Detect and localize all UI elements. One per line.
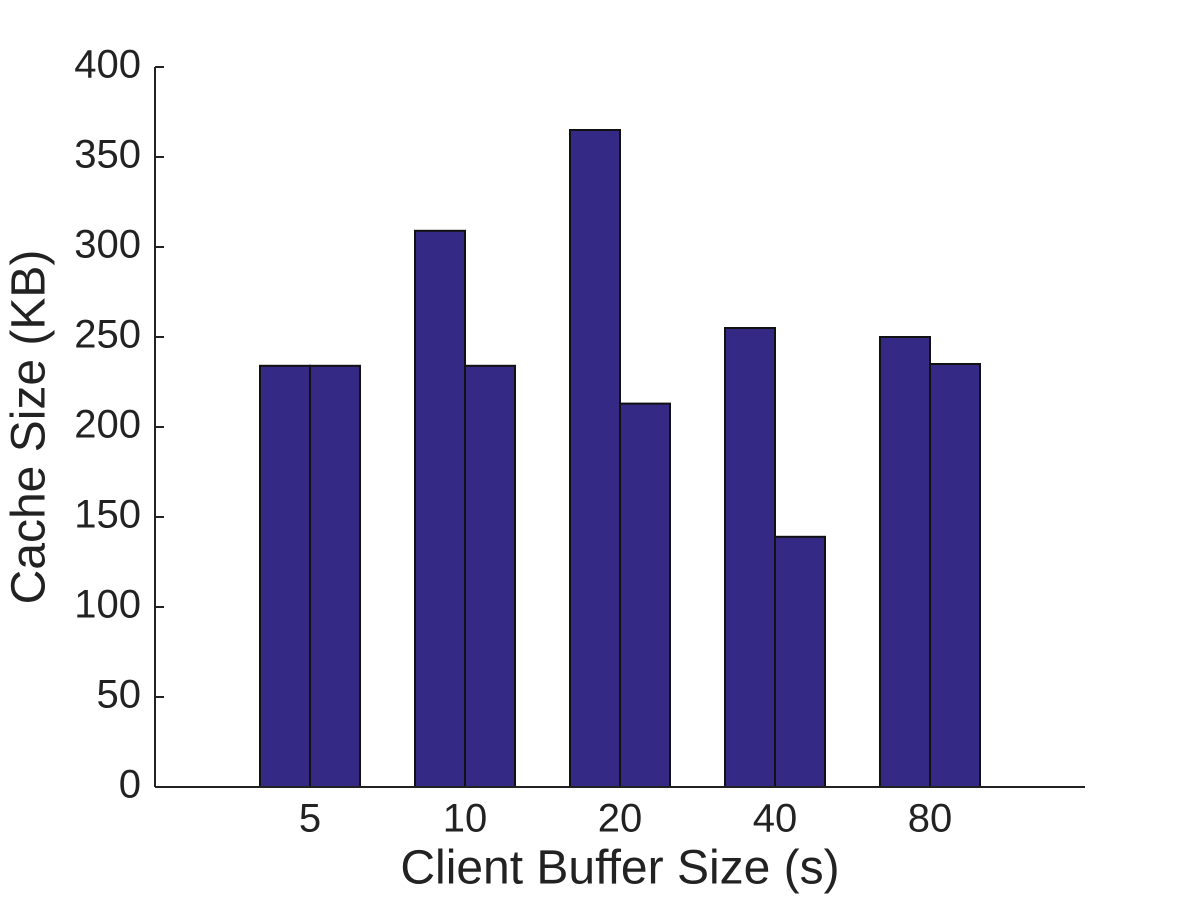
x-tick-label: 10 (443, 797, 488, 841)
bar (569, 129, 621, 788)
x-tick-label: 5 (299, 797, 321, 841)
y-tick-label: 300 (74, 223, 141, 267)
y-tick-label: 150 (74, 493, 141, 537)
y-tick-label: 0 (119, 763, 141, 807)
x-axis-label: Client Buffer Size (s) (400, 842, 839, 895)
bar (414, 229, 466, 789)
y-tick-label: 350 (74, 133, 141, 177)
y-tick-label: 50 (97, 673, 142, 717)
bar (464, 364, 516, 788)
bar (619, 402, 671, 788)
bar (724, 327, 776, 788)
y-tick-label: 400 (74, 43, 141, 87)
bar (259, 364, 311, 788)
y-tick-label: 250 (74, 313, 141, 357)
bar (309, 364, 361, 788)
x-tick-label: 40 (753, 797, 798, 841)
bar (929, 363, 981, 788)
x-tick-label: 80 (908, 797, 953, 841)
bar (774, 535, 826, 788)
y-axis-label: Cache Size (KB) (3, 250, 56, 605)
y-tick-label: 100 (74, 583, 141, 627)
bar (879, 336, 931, 788)
y-tick-label: 200 (74, 403, 141, 447)
x-tick-label: 20 (598, 797, 643, 841)
